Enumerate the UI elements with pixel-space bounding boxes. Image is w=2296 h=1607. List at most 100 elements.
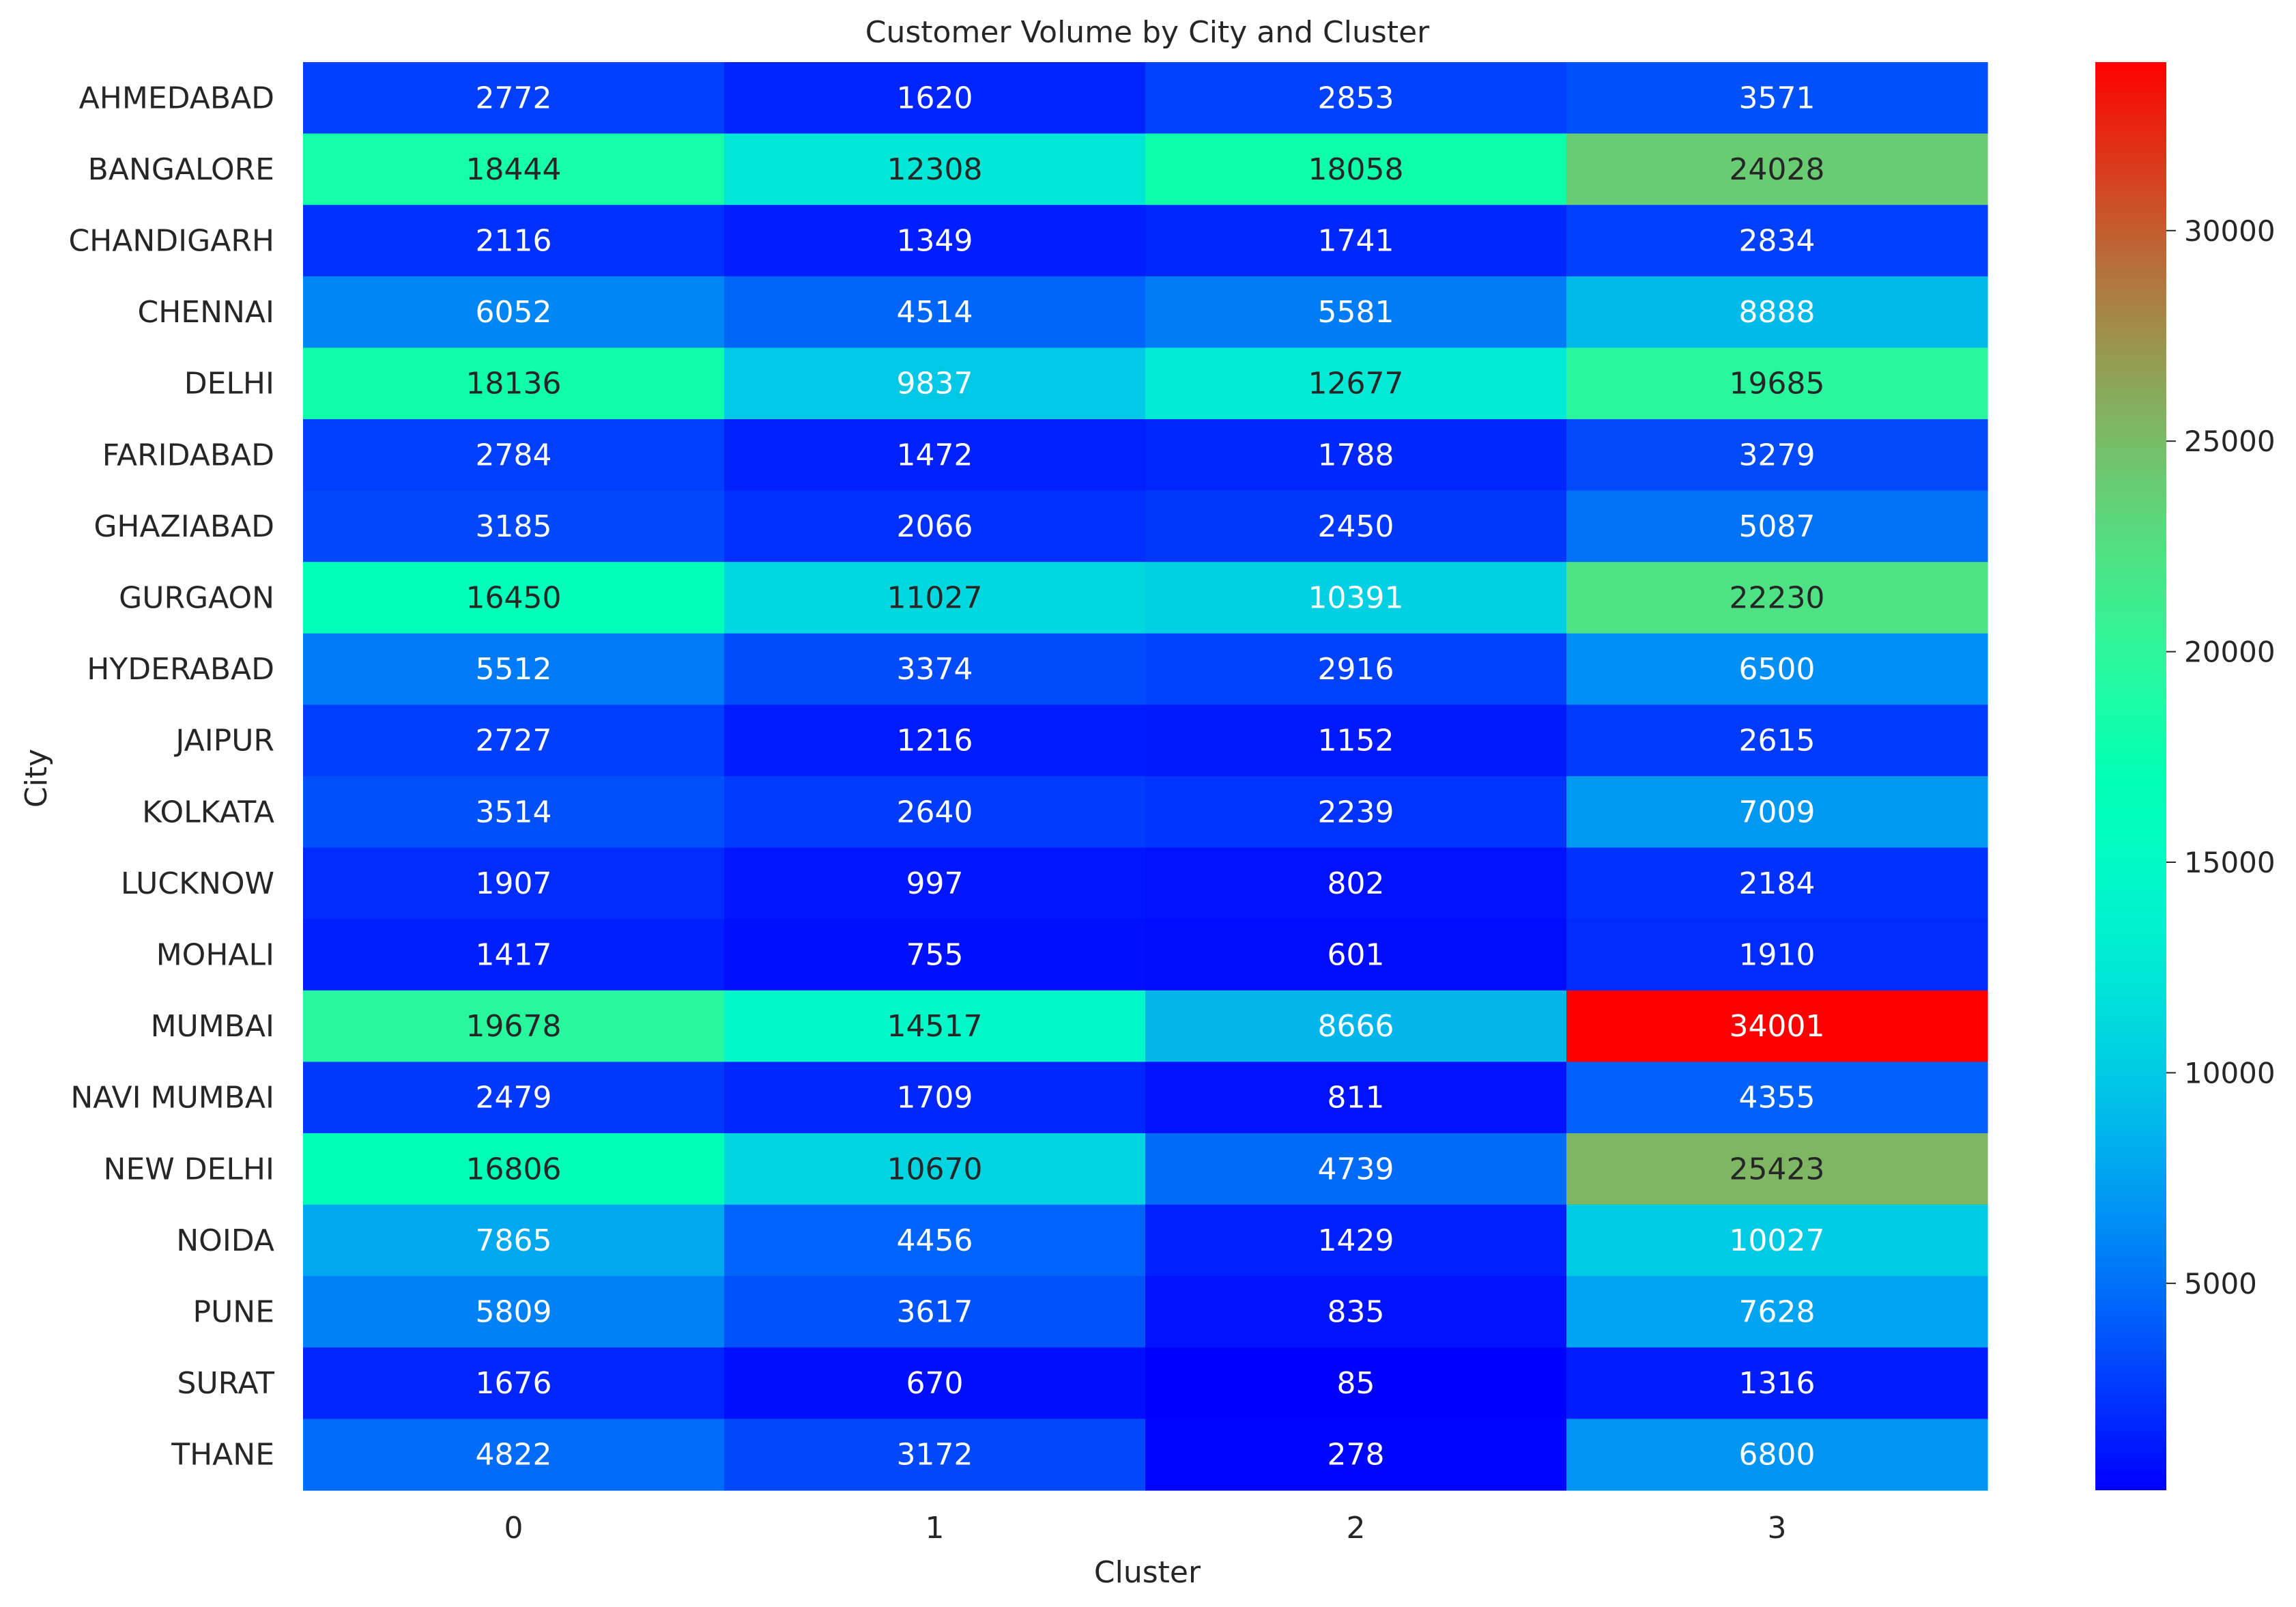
heatmap-cell [1566, 276, 1988, 348]
cell-value-label: 2784 [476, 438, 552, 472]
cell-value-label: 10391 [1308, 581, 1404, 616]
row-tick-label: CHENNAI [137, 295, 274, 330]
cell-value-label: 278 [1328, 1438, 1385, 1473]
heatmap-cell [724, 1133, 1146, 1206]
heatmap-cell [724, 1347, 1146, 1419]
heatmap-cell [724, 1062, 1146, 1134]
cell-value-label: 755 [906, 938, 964, 973]
cell-value-label: 16806 [466, 1152, 562, 1186]
heatmap-cell [1145, 490, 1567, 563]
cell-value-label: 2479 [476, 1081, 552, 1115]
heatmap-cell [1566, 1133, 1988, 1206]
heatmap-cell [1566, 990, 1988, 1062]
cell-value-label: 9837 [897, 367, 973, 401]
heatmap-cell [1566, 347, 1988, 420]
cell-value-label: 7865 [476, 1223, 552, 1258]
heatmap-cell [724, 562, 1146, 634]
heatmap-cell [1145, 1133, 1567, 1206]
cell-value-label: 1620 [897, 81, 973, 115]
heatmap-cell [303, 990, 725, 1062]
row-tick-label: MOHALI [156, 938, 274, 973]
cell-value-label: 2615 [1739, 724, 1816, 758]
heatmap-cell [1145, 847, 1567, 920]
cell-value-label: 3571 [1739, 81, 1816, 115]
cell-value-label: 2772 [476, 81, 552, 115]
chart-title: Customer Volume by City and Cluster [865, 15, 1430, 50]
column-tick-label: 3 [1768, 1511, 1787, 1546]
colorbar-tick-label: 25000 [2184, 425, 2276, 458]
row-tick-label: MUMBAI [151, 1009, 274, 1044]
heatmap-cell [1566, 1419, 1988, 1491]
heatmap-cell [1566, 133, 1988, 205]
y-axis-label: City [19, 749, 54, 808]
colorbar: 5000 10000 15000 20000 25000 30000 [2095, 62, 2276, 1490]
cell-value-label: 19678 [466, 1009, 562, 1044]
cell-value-label: 997 [906, 866, 964, 901]
row-tick-label: GURGAON [119, 581, 274, 616]
row-tick-label: NEW DELHI [104, 1152, 274, 1186]
cell-value-label: 1676 [476, 1366, 552, 1401]
cell-value-label: 18444 [466, 152, 562, 187]
heatmap-cell [1145, 990, 1567, 1062]
heatmap-cell [1145, 633, 1567, 705]
heatmap-cell [303, 776, 725, 849]
cell-value-label: 601 [1328, 938, 1385, 973]
heatmap-cell [724, 776, 1146, 849]
cell-value-label: 18058 [1308, 152, 1404, 187]
row-tick-label: HYDERABAD [87, 652, 274, 687]
heatmap-cell [1145, 1204, 1567, 1277]
colorbar-gradient [2095, 62, 2166, 1490]
heatmap-cell [1145, 705, 1567, 777]
heatmap-cell [1566, 1062, 1988, 1134]
heatmap-cell [1145, 276, 1567, 348]
heatmap-cell [1566, 1204, 1988, 1277]
heatmap-cell [303, 62, 725, 134]
heatmap-cell [303, 133, 725, 205]
cell-value-label: 3185 [476, 509, 552, 544]
cell-value-label: 1152 [1318, 724, 1394, 758]
heatmap-cell [303, 1276, 725, 1348]
heatmap-cell [1566, 1276, 1988, 1348]
heatmap-cell [303, 276, 725, 348]
cell-value-label: 12677 [1308, 367, 1404, 401]
cell-value-label: 4739 [1318, 1152, 1394, 1186]
heatmap-cell [724, 490, 1146, 563]
cell-value-label: 802 [1328, 866, 1385, 901]
cell-value-label: 2239 [1318, 795, 1394, 829]
cell-value-label: 16450 [466, 581, 562, 616]
cell-value-label: 85 [1337, 1366, 1375, 1401]
cell-value-label: 24028 [1730, 152, 1825, 187]
heatmap-cell [1566, 847, 1988, 920]
cell-value-label: 3172 [897, 1438, 973, 1473]
heatmap-cell [303, 205, 725, 277]
row-tick-label: SURAT [177, 1366, 275, 1401]
heatmap-cell [724, 133, 1146, 205]
cell-value-label: 4822 [476, 1438, 552, 1473]
heatmap-cell [724, 1276, 1146, 1348]
row-tick-label: KOLKATA [142, 795, 274, 829]
cell-value-label: 835 [1328, 1295, 1385, 1330]
row-tick-label: NOIDA [176, 1223, 274, 1258]
cell-value-label: 2450 [1318, 509, 1394, 544]
row-tick-label: PUNE [193, 1295, 274, 1330]
cell-value-label: 2834 [1739, 224, 1816, 259]
heatmap-cell [1145, 62, 1567, 134]
heatmap-cell [303, 705, 725, 777]
heatmap-cell [303, 1133, 725, 1206]
cell-value-label: 12308 [887, 152, 983, 187]
heatmap-cell [724, 705, 1146, 777]
heatmap-cell [303, 347, 725, 420]
colorbar-tick-label: 30000 [2184, 214, 2276, 248]
heatmap-cell [303, 1204, 725, 1277]
heatmap-cell [303, 490, 725, 563]
row-tick-label: THANE [171, 1438, 274, 1473]
heatmap-cell [724, 276, 1146, 348]
cell-value-label: 2640 [897, 795, 973, 829]
heatmap-cell [1145, 133, 1567, 205]
heatmap-cell [724, 1204, 1146, 1277]
heatmap-cell [1566, 633, 1988, 705]
cell-value-label: 7009 [1739, 795, 1816, 829]
heatmap-cell [1145, 776, 1567, 849]
colorbar-tick-label: 10000 [2184, 1056, 2276, 1090]
cell-value-label: 6500 [1739, 652, 1816, 687]
